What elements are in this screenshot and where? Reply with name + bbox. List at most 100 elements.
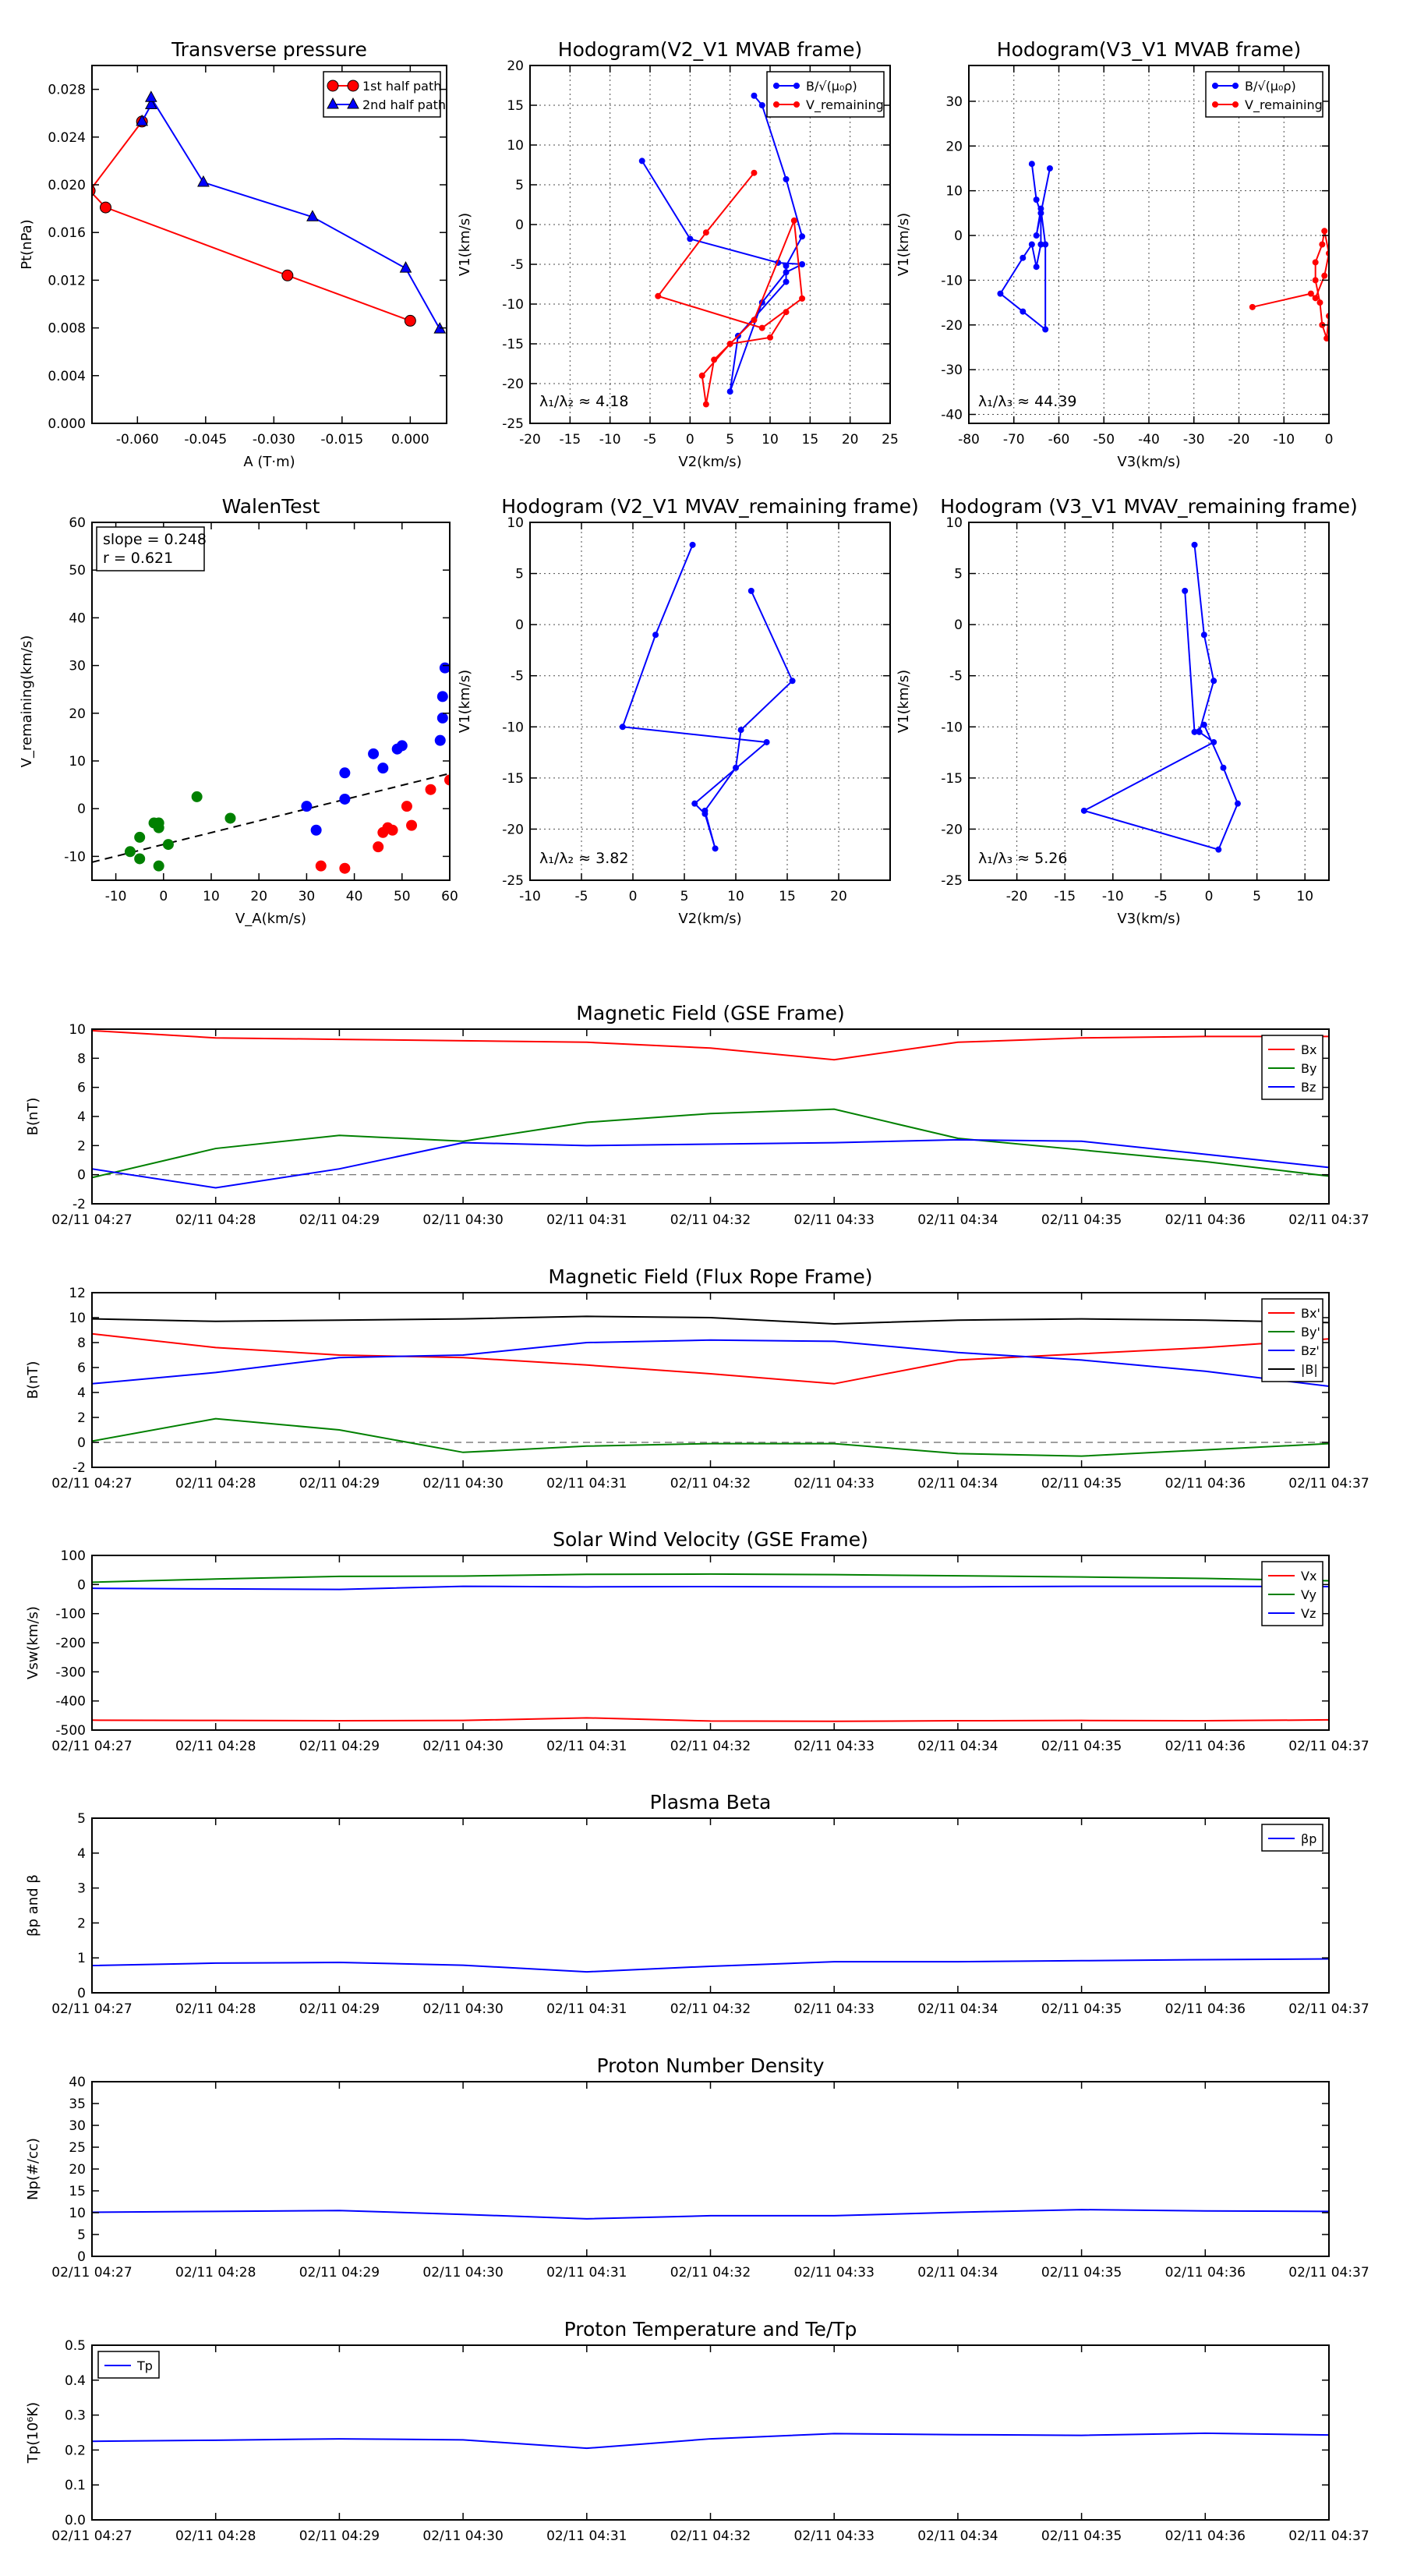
y-tick-label: 0.028 xyxy=(48,83,86,98)
x-tick-label: 02/11 04:32 xyxy=(670,2001,751,2017)
x-tick-label: -20 xyxy=(1006,889,1028,904)
x-tick-label: 02/11 04:29 xyxy=(299,1476,380,1491)
series-s1 xyxy=(315,774,450,874)
y-tick-label: -20 xyxy=(941,318,963,334)
y-tick-label: 8 xyxy=(77,1336,86,1351)
y-tick-label: 5 xyxy=(515,567,524,582)
series-By' xyxy=(92,1417,1329,1457)
data-point xyxy=(1307,290,1314,297)
x-tick-label: 02/11 04:28 xyxy=(175,2265,256,2281)
y-tick-label: -10 xyxy=(941,720,963,735)
y-tick-label: 0 xyxy=(77,1986,86,2001)
x-tick-label: -40 xyxy=(1138,432,1160,448)
y-tick-label: 0.2 xyxy=(65,2443,86,2458)
x-tick-label: 02/11 04:37 xyxy=(1288,1476,1369,1491)
legend-label: Vx xyxy=(1301,1569,1316,1583)
y-tick-label: 0 xyxy=(515,218,524,233)
data-point xyxy=(737,727,744,734)
data-point xyxy=(767,334,773,341)
data-point xyxy=(1037,205,1044,212)
legend-label: By' xyxy=(1301,1325,1320,1339)
x-tick-label: 02/11 04:34 xyxy=(917,2265,998,2281)
x-tick-label: 02/11 04:34 xyxy=(917,2001,998,2017)
legend: Bx By Bz xyxy=(1261,1035,1323,1100)
x-tick-label: 0 xyxy=(629,889,638,904)
data-point xyxy=(751,317,758,324)
data-point xyxy=(1249,303,1256,310)
y-tick-label: -25 xyxy=(502,873,524,889)
data-point xyxy=(655,292,662,299)
data-point xyxy=(1191,728,1198,735)
data-point xyxy=(1028,161,1035,168)
data-point xyxy=(197,175,210,187)
series-Tp xyxy=(92,2432,1329,2450)
data-point xyxy=(1046,165,1053,172)
x-tick-label: 20 xyxy=(842,432,859,448)
legend-marker xyxy=(773,101,779,108)
series-Bx' xyxy=(92,1332,1329,1385)
proton-number-density: 02/11 04:27 02/11 04:28 02/11 04:29 02/11 0… xyxy=(25,2054,1369,2281)
data-point xyxy=(790,217,797,224)
data-point xyxy=(1210,678,1217,685)
hodogram-v2-v1-mvab: -20 -15 -10 -5 0 5 10 15 20 25-25-20-15-10-505101… xyxy=(457,38,899,470)
x-tick-label: -10 xyxy=(1102,889,1124,904)
x-tick-label: 02/11 04:37 xyxy=(1288,1212,1369,1228)
x-tick-label: 0 xyxy=(1205,889,1214,904)
data-point xyxy=(1020,254,1027,261)
x-tick-label: 02/11 04:34 xyxy=(917,1476,998,1491)
data-point xyxy=(1028,241,1035,248)
series-line xyxy=(92,1417,1329,1457)
legend-label: Vz xyxy=(1301,1606,1316,1621)
legend: βp xyxy=(1261,1824,1323,1852)
y-tick-label: -400 xyxy=(55,1694,86,1710)
data-point xyxy=(387,824,398,836)
annotation-text: slope = 0.248 xyxy=(103,531,207,548)
data-point xyxy=(747,587,755,594)
series-s0 xyxy=(92,2209,1329,2220)
chart-title: Proton Temperature and Te/Tp xyxy=(564,2318,857,2341)
x-tick-label: 02/11 04:32 xyxy=(670,2528,751,2544)
x-tick-label: 02/11 04:27 xyxy=(51,1476,132,1491)
y-tick-label: 4 xyxy=(77,1385,86,1401)
x-tick-label: 0 xyxy=(686,432,694,448)
data-point xyxy=(144,90,157,102)
data-point xyxy=(1321,272,1328,279)
y-axis-label: V1(km/s) xyxy=(896,213,912,276)
x-tick-label: 5 xyxy=(1253,889,1261,904)
legend-marker xyxy=(1212,83,1218,89)
y-tick-label: -15 xyxy=(502,337,524,352)
x-tick-label: -50 xyxy=(1093,432,1115,448)
annotation-box xyxy=(96,526,205,571)
series-line xyxy=(141,94,441,330)
chart-title: Hodogram (V2_V1 MVAV_remaining frame) xyxy=(501,495,919,518)
x-tick-label: 02/11 04:32 xyxy=(670,1739,751,1754)
data-point xyxy=(726,341,733,347)
data-point xyxy=(377,763,389,774)
series-B/√(μ₀ρ) xyxy=(638,92,806,395)
x-tick-label: -30 xyxy=(1183,432,1205,448)
y-tick-label: 3 xyxy=(77,1881,86,1897)
x-tick-label: 02/11 04:35 xyxy=(1041,1476,1122,1491)
data-point xyxy=(758,102,765,108)
data-point xyxy=(711,356,718,363)
x-tick-label: -20 xyxy=(519,432,541,448)
x-tick-label: 02/11 04:36 xyxy=(1165,2528,1246,2544)
chart-title: WalenTest xyxy=(222,495,320,518)
data-point xyxy=(434,734,446,746)
plasma-beta: 02/11 04:27 02/11 04:28 02/11 04:29 02/11 0… xyxy=(25,1791,1369,2017)
data-point xyxy=(1319,241,1326,248)
y-tick-label: 0 xyxy=(77,801,86,817)
data-point xyxy=(783,309,790,316)
series-line xyxy=(92,1315,1329,1325)
legend-box xyxy=(1205,71,1323,118)
x-tick-label: 02/11 04:30 xyxy=(422,1476,503,1491)
data-point xyxy=(396,740,408,752)
data-point xyxy=(1200,632,1207,639)
plot-frame xyxy=(91,65,447,424)
data-point xyxy=(301,801,313,812)
y-tick-label: 6 xyxy=(77,1081,86,1096)
data-point xyxy=(698,372,705,379)
y-tick-label: 2 xyxy=(77,1138,86,1154)
legend: Bx' By' Bz' |B| xyxy=(1261,1298,1323,1382)
